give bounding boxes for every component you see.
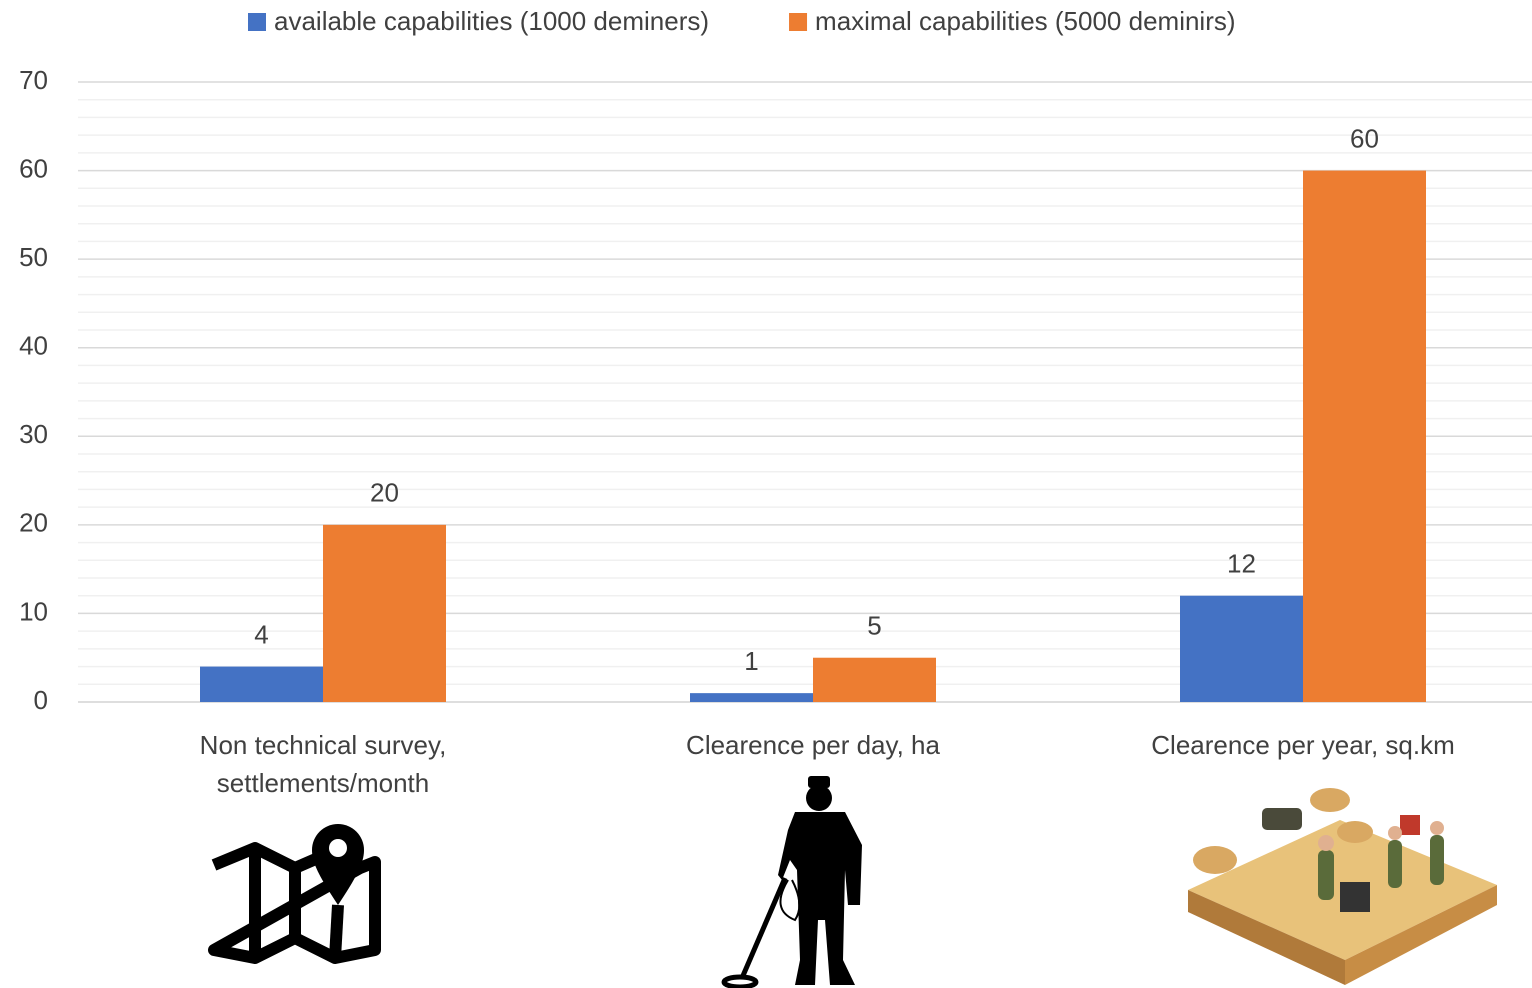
y-tick-label: 0 [34,685,48,715]
data-label: 60 [1350,123,1379,153]
bar [323,525,446,702]
y-tick-label: 30 [19,419,48,449]
bar [1303,171,1426,702]
bar [690,693,813,702]
x-tick-label: Clearence per year, sq.km [1138,726,1468,764]
y-tick-label: 70 [19,65,48,95]
data-label: 1 [744,646,758,676]
legend-label: maximal capabilities (5000 deminirs) [815,6,1236,36]
x-tick-label: Clearence per day, ha [648,726,978,764]
legend-swatch [789,13,807,31]
demining-scene-icon [1188,788,1497,985]
data-label: 20 [370,478,399,508]
map-icon [214,824,375,958]
y-tick-label: 60 [19,153,48,183]
x-tick-label: Non technical survey, settlements/month [158,726,488,802]
page: {"chart_data": {"type": "bar", "categori… [0,0,1532,988]
y-tick-label: 20 [19,508,48,538]
bar [813,658,936,702]
legend-label: available capabilities (1000 deminers) [274,6,709,36]
deminer-icon [724,776,862,987]
bar [200,667,323,702]
data-label: 5 [867,611,881,641]
y-tick-label: 10 [19,596,48,626]
data-label: 12 [1227,549,1256,579]
y-tick-label: 50 [19,242,48,272]
legend-swatch [248,13,266,31]
chart: 0 10 20 30 40 50 60 70 available capabilities (1… [0,0,1532,988]
data-label: 4 [254,619,268,649]
bar [1180,596,1303,702]
y-tick-label: 40 [19,331,48,361]
